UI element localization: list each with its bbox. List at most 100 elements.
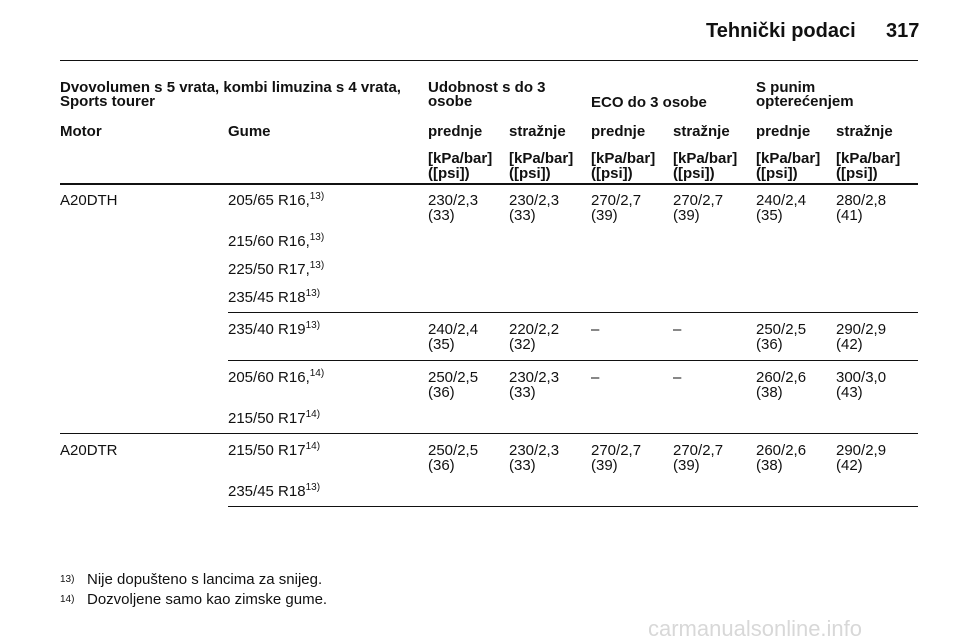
unit-label: [kPa/bar]	[756, 150, 821, 167]
column-heading: prednje	[428, 123, 483, 140]
note-mark: 13)	[305, 288, 321, 299]
pressure: (38)	[756, 384, 783, 401]
tire-size: 205/60 R16,	[228, 369, 310, 386]
unit-label: ([psi])	[673, 165, 715, 182]
pressure: 270/2,7	[591, 442, 642, 459]
pressure: (36)	[428, 457, 455, 474]
unit-label: ([psi])	[428, 165, 470, 182]
pressure: 230/2,3	[509, 192, 560, 209]
tire: 215/50 R1714)	[228, 409, 321, 427]
pressure: (39)	[591, 207, 618, 224]
tire-size: 225/50 R17,	[228, 261, 310, 278]
pressure: –	[591, 321, 600, 338]
rule	[228, 360, 918, 361]
note-mark: 13)	[309, 260, 325, 271]
tire: 215/60 R16,13)	[228, 232, 325, 250]
rule	[60, 183, 918, 185]
pressure: (38)	[756, 457, 783, 474]
pressure: 260/2,6	[756, 369, 807, 386]
unit-label: [kPa/bar]	[509, 150, 574, 167]
tire: 215/50 R1714)	[228, 441, 321, 459]
column-heading: stražnje	[836, 123, 893, 140]
unit-label: [kPa/bar]	[428, 150, 493, 167]
unit-label: [kPa/bar]	[836, 150, 901, 167]
pressure: 250/2,5	[428, 369, 479, 386]
pressure: 240/2,4	[428, 321, 479, 338]
pressure: 270/2,7	[673, 192, 724, 209]
group-heading: S punim opterećenjem	[756, 79, 854, 110]
pressure: (39)	[673, 457, 700, 474]
note-mark: 14)	[305, 441, 321, 452]
tire: 205/65 R16,13)	[228, 191, 325, 209]
pressure: –	[673, 321, 682, 338]
rule	[228, 312, 918, 313]
page-title: Tehnički podaci	[706, 20, 856, 42]
unit-label: ([psi])	[836, 165, 878, 182]
pressure: 300/3,0	[836, 369, 887, 386]
footnote-mark: 13)	[60, 574, 75, 585]
pressure: (36)	[756, 336, 783, 353]
footnote: Dozvoljene samo kao zimske gume.	[87, 591, 328, 608]
pressure: 290/2,9	[836, 442, 887, 459]
pressure: (35)	[428, 336, 455, 353]
pressure: (32)	[509, 336, 536, 353]
note-mark: 13)	[305, 482, 321, 493]
pressure: (35)	[756, 207, 783, 224]
pressure: –	[591, 369, 600, 386]
pressure: (42)	[836, 457, 863, 474]
pressure: (39)	[591, 457, 618, 474]
pressure: (36)	[428, 384, 455, 401]
pressure: 260/2,6	[756, 442, 807, 459]
pressure: 230/2,3	[509, 442, 560, 459]
tire-size: 235/45 R18	[228, 483, 306, 500]
pressure: 270/2,7	[591, 192, 642, 209]
pressure: 230/2,3	[428, 192, 479, 209]
tire-size: 235/40 R19	[228, 321, 306, 338]
rule	[228, 506, 918, 507]
unit-label: ([psi])	[591, 165, 633, 182]
note-mark: 13)	[305, 320, 321, 331]
tire: 205/60 R16,14)	[228, 368, 325, 386]
unit-label: [kPa/bar]	[591, 150, 656, 167]
engine: A20DTH	[60, 192, 118, 209]
pressure: (33)	[509, 457, 536, 474]
pressure: 250/2,5	[428, 442, 479, 459]
unit-label: ([psi])	[509, 165, 551, 182]
pressure: (43)	[836, 384, 863, 401]
tire-size: 235/45 R18	[228, 289, 306, 306]
pressure: (42)	[836, 336, 863, 353]
pressure: 230/2,3	[509, 369, 560, 386]
group-heading: ECO do 3 osobe	[591, 94, 707, 111]
tire: 235/45 R1813)	[228, 482, 321, 500]
model-heading: Dvovolumen s 5 vrata, kombi limuzina s 4…	[60, 79, 401, 110]
watermark: carmanualsonline.info	[648, 616, 863, 641]
unit-label: ([psi])	[756, 165, 798, 182]
column-heading: stražnje	[673, 123, 730, 140]
column-heading: prednje	[756, 123, 811, 140]
pressure: 290/2,9	[836, 321, 887, 338]
column-heading: Motor	[60, 123, 102, 140]
tire-size: 215/60 R16,	[228, 233, 310, 250]
tire: 235/45 R1813)	[228, 288, 321, 306]
pressure: (33)	[509, 207, 536, 224]
tire: 225/50 R17,13)	[228, 260, 325, 278]
note-mark: 14)	[305, 409, 321, 420]
column-heading: Gume	[228, 123, 271, 140]
note-mark: 14)	[309, 368, 325, 379]
column-heading: prednje	[591, 123, 646, 140]
pressure: –	[673, 369, 682, 386]
engine: A20DTR	[60, 442, 118, 459]
pressure: (33)	[509, 384, 536, 401]
footnote-mark: 14)	[60, 594, 75, 605]
note-mark: 13)	[309, 191, 325, 202]
pressure: 240/2,4	[756, 192, 807, 209]
pressure: 250/2,5	[756, 321, 807, 338]
pressure: 270/2,7	[673, 442, 724, 459]
page-number: 317	[886, 20, 920, 42]
note-mark: 13)	[309, 232, 325, 243]
unit-label: [kPa/bar]	[673, 150, 738, 167]
pressure: 280/2,8	[836, 192, 887, 209]
rule	[60, 433, 918, 434]
pressure: (33)	[428, 207, 455, 224]
